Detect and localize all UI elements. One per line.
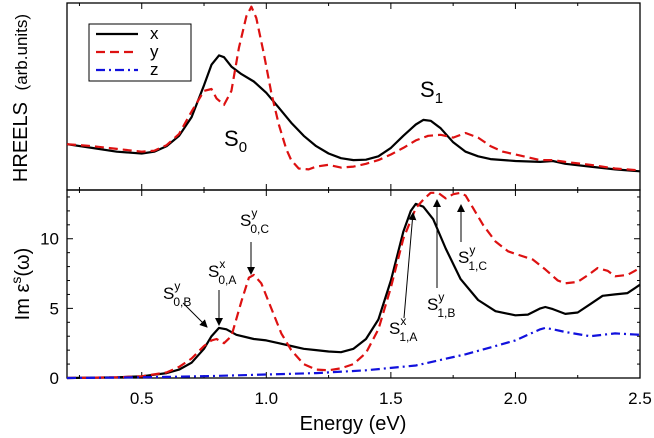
top-y-axis-label-main: HREELS	[10, 102, 32, 182]
top-panel: x y z HREELS (arb.units) S0 S1	[10, 2, 641, 191]
ytick-label-10: 10	[40, 230, 59, 249]
bottom-panel-frame	[66, 189, 641, 379]
svg-text:Sx1,A: Sx 1,A	[389, 314, 417, 344]
annotation-s0a: Sx 0,A	[208, 257, 236, 326]
annotation-s1: S1	[420, 77, 443, 107]
annotation-s0b: Sy 0,B	[163, 279, 208, 328]
bottom-panel-series	[66, 191, 641, 380]
svg-text:Sy0,C: Sy 0,C	[240, 206, 269, 236]
svg-text:Sy1,C: Sy 1,C	[458, 243, 487, 273]
legend: x y z	[88, 23, 192, 82]
xtick-label-1.5: 1.5	[379, 389, 403, 408]
annotation-s0c: Sy 0,C	[240, 206, 269, 275]
svg-text:Sx0,A: Sx 0,A	[208, 257, 236, 287]
ytick-label-5: 5	[50, 299, 59, 318]
bottom-series-y	[66, 191, 641, 380]
bottom-series-x	[66, 202, 641, 380]
xtick-label-2.5: 2.5	[628, 389, 652, 408]
top-series-x	[66, 54, 641, 173]
top-y-axis-label-unit: (arb.units)	[12, 14, 31, 91]
annotation-s1c: Sy 1,C	[457, 204, 487, 273]
x-axis-label: Energy (eV)	[300, 413, 407, 435]
legend-label-z: z	[150, 60, 159, 79]
legend-label-x: x	[150, 24, 159, 43]
xtick-label-1.0: 1.0	[254, 389, 278, 408]
annotation-s1a: Sx 1,A	[389, 212, 417, 344]
ytick-label-0: 0	[50, 369, 59, 388]
bottom-panel-ticks: 0.5 1.0 1.5 2.0 2.5 0 5 10	[40, 190, 652, 408]
annotation-s1b: Sy 1,B	[427, 199, 455, 320]
top-series-y	[66, 5, 641, 172]
bottom-panel: 0.5 1.0 1.5 2.0 2.5 0 5 10 Im εs(ω) Energy (eV)…	[8, 189, 652, 435]
bottom-series-z	[66, 326, 641, 380]
svg-text:Sy0,B: Sy 0,B	[163, 279, 191, 309]
top-y-axis-label: HREELS (arb.units)	[10, 14, 32, 182]
legend-label-y: y	[150, 42, 159, 61]
annotation-s0: S0	[224, 126, 247, 156]
svg-text:Sy1,B: Sy 1,B	[427, 290, 455, 320]
arrow-s1a	[403, 212, 417, 319]
xtick-label-2.0: 2.0	[504, 389, 528, 408]
bottom-y-axis-label: Im εs(ω)	[8, 248, 34, 321]
top-panel-series	[66, 5, 641, 173]
arrow-s0b	[182, 302, 208, 328]
xtick-label-0.5: 0.5	[130, 389, 154, 408]
